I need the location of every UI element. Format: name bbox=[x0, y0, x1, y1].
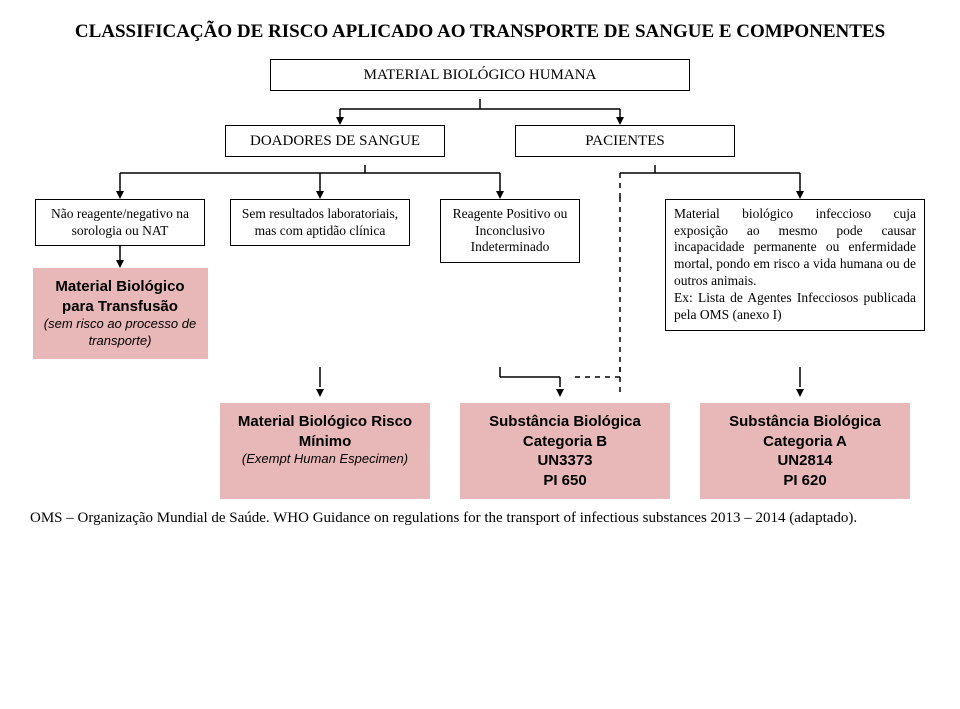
footnote: OMS – Organização Mundial de Saúde. WHO … bbox=[30, 509, 930, 529]
conn-l3-l4 bbox=[30, 367, 930, 397]
col1-result-title: Material Biológico para Transfusão bbox=[44, 277, 197, 316]
result2-box: Substância Biológica Categoria B UN3373 … bbox=[460, 403, 670, 499]
result2-l2: UN3373 bbox=[471, 451, 659, 471]
result2-l1: Substância Biológica Categoria B bbox=[471, 412, 659, 451]
col1-result-sub: (sem risco ao processo de transporte) bbox=[44, 316, 197, 350]
level1-box: MATERIAL BIOLÓGICO HUMANA bbox=[270, 59, 690, 91]
result3-l2: UN2814 bbox=[711, 451, 899, 471]
col5-body: Material biológico infeccioso cuja expos… bbox=[674, 206, 916, 289]
col5-ex: Ex: Lista de Agentes Infecciosos publica… bbox=[674, 290, 916, 322]
col2-box: Sem resultados laboratoriais, mas com ap… bbox=[230, 199, 410, 247]
result1-sub: (Exempt Human Especimen) bbox=[231, 451, 419, 468]
conn-col1-inner bbox=[110, 246, 130, 268]
result3-l3: PI 620 bbox=[711, 471, 899, 491]
conn-l1-l2 bbox=[260, 99, 700, 125]
page-title: CLASSIFICAÇÃO DE RISCO APLICADO AO TRANS… bbox=[30, 20, 930, 45]
col5-box: Material biológico infeccioso cuja expos… bbox=[665, 199, 925, 331]
level2-right-box: PACIENTES bbox=[515, 125, 735, 157]
result1-title: Material Biológico Risco Mínimo bbox=[231, 412, 419, 451]
level2-left-box: DOADORES DE SANGUE bbox=[225, 125, 445, 157]
result3-box: Substância Biológica Categoria A UN2814 … bbox=[700, 403, 910, 499]
col1-top-box: Não reagente/negativo na sorologia ou NA… bbox=[35, 199, 205, 247]
result2-l3: PI 650 bbox=[471, 471, 659, 491]
col1-result-box: Material Biológico para Transfusão (sem … bbox=[33, 268, 208, 359]
result1-box: Material Biológico Risco Mínimo (Exempt … bbox=[220, 403, 430, 499]
col3-box: Reagente Positivo ou Inconclusivo Indete… bbox=[440, 199, 580, 264]
conn-l2-l3 bbox=[30, 165, 930, 199]
result3-l1: Substância Biológica Categoria A bbox=[711, 412, 899, 451]
